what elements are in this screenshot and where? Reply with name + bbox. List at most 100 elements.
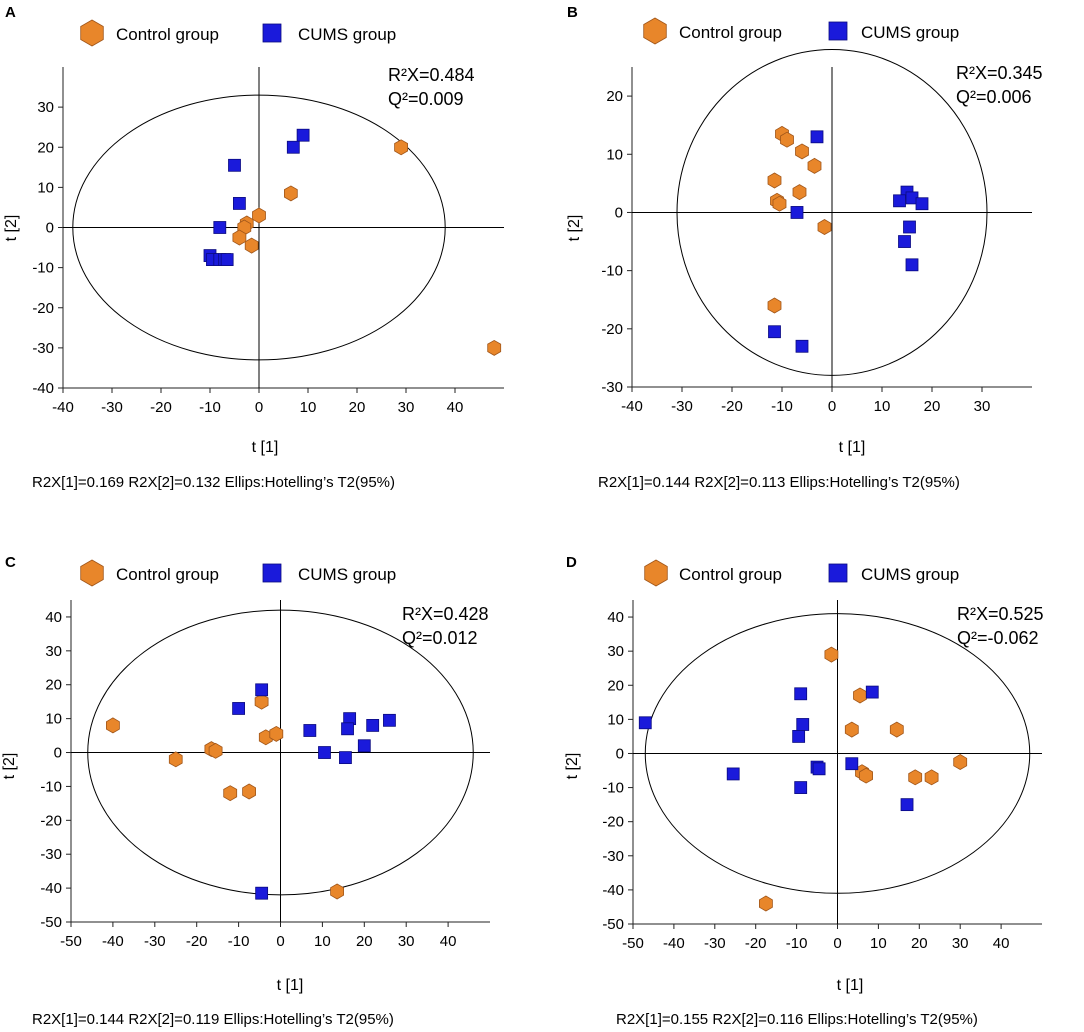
cums-point xyxy=(796,718,810,731)
legend-control-label: Control group xyxy=(116,25,219,44)
y-tick-label: 30 xyxy=(607,643,624,660)
panel-c-q2: Q²=0.012 xyxy=(402,628,478,648)
control-point xyxy=(168,751,183,768)
y-tick-label: 20 xyxy=(45,677,62,694)
panel-c-chart: C Control group CUMS group -50 -40 -30 -20-… xyxy=(1,554,490,1028)
legend-control-marker xyxy=(80,559,104,587)
x-tick-label: -30 xyxy=(144,933,166,950)
x-tick-label: 0 xyxy=(828,398,836,415)
y-tick-label: -10 xyxy=(602,780,624,797)
panel-d-letter: D xyxy=(566,554,577,571)
cums-point xyxy=(213,221,227,234)
panel-d-chart: D Control group CUMS group -50 -40 -30 -20-… xyxy=(564,554,1044,1028)
y-tick-label: 0 xyxy=(615,204,623,221)
panel-b-q2: Q²=0.006 xyxy=(956,87,1032,107)
legend-cums-square-icon xyxy=(828,563,848,583)
x-tick-label: 20 xyxy=(349,399,366,416)
x-tick-label: -40 xyxy=(102,933,124,950)
y-tick-label: -30 xyxy=(602,848,624,865)
y-tick-label: -20 xyxy=(40,812,62,829)
y-tick-label: -50 xyxy=(40,914,62,931)
cums-point xyxy=(790,206,804,219)
control-point xyxy=(232,229,247,246)
x-tick-label: 30 xyxy=(974,398,991,415)
panel-d-plot: -50 -40 -30 -20 -10 0 10 20 30 40 -50 -40 -30 -20 -10 0… xyxy=(602,600,1042,952)
control-point xyxy=(772,195,787,212)
panel-b-ylabel: t [2] xyxy=(566,215,583,242)
cums-point xyxy=(812,762,826,776)
control-point xyxy=(254,693,269,710)
control-point xyxy=(208,742,223,759)
panel-d-r2x: R²X=0.525 xyxy=(957,604,1044,624)
x-tick-label: 0 xyxy=(255,399,263,416)
cums-point xyxy=(286,140,300,154)
y-tick-label: -20 xyxy=(602,814,624,831)
control-point xyxy=(853,687,867,704)
cums-point xyxy=(255,886,269,900)
y-tick-label: -20 xyxy=(601,321,623,338)
panel-a: A Control group CUMS group -40 -30 -20 -10 0… xyxy=(0,0,542,516)
cums-point xyxy=(318,746,331,759)
y-tick-label: -10 xyxy=(40,778,62,795)
legend-control-hexagon-icon xyxy=(643,17,667,45)
cums-point xyxy=(339,751,352,765)
x-tick-label: 10 xyxy=(870,935,887,952)
panel-a-chart: A Control group CUMS group -40 -30 -20 -10 0… xyxy=(3,4,504,491)
control-point xyxy=(330,883,345,900)
y-tick-label: -10 xyxy=(601,263,623,280)
y-tick-label: 20 xyxy=(606,88,623,105)
legend-cums-label: CUMS group xyxy=(298,25,396,44)
x-tick-label: -20 xyxy=(721,398,743,415)
x-tick-label: -10 xyxy=(771,398,793,415)
panel-c-letter: C xyxy=(5,554,16,571)
cums-point xyxy=(232,702,246,715)
hotelling-ellipse xyxy=(72,94,446,361)
panel-a-r2x: R²X=0.484 xyxy=(388,65,475,85)
control-point xyxy=(807,157,822,174)
legend-cums-square-icon xyxy=(828,21,848,41)
y-tick-label: -40 xyxy=(32,380,54,397)
panel-b-r2x: R²X=0.345 xyxy=(956,63,1043,83)
control-point xyxy=(817,219,832,235)
cums-point xyxy=(255,683,269,697)
legend-cums-label: CUMS group xyxy=(861,565,959,584)
control-point xyxy=(908,769,923,786)
panel-c: C Control group CUMS group -50 -40 -30 -20-… xyxy=(0,516,542,1032)
legend-control-marker xyxy=(643,17,667,45)
control-point xyxy=(953,754,968,770)
legend-cums-square-icon xyxy=(262,23,282,43)
panel-c-r2x: R²X=0.428 xyxy=(402,604,489,624)
x-tick-label: -20 xyxy=(150,399,172,416)
control-point xyxy=(394,139,409,156)
legend-cums-label: CUMS group xyxy=(298,565,396,584)
cums-point xyxy=(303,724,317,737)
cums-point xyxy=(905,258,919,272)
cums-point xyxy=(794,687,808,701)
legend-control-label: Control group xyxy=(679,565,782,584)
y-tick-label: 40 xyxy=(607,609,624,626)
panel-b-letter: B xyxy=(567,4,578,21)
legend-cums-marker xyxy=(828,563,848,583)
x-tick-label: -20 xyxy=(745,935,767,952)
y-tick-label: 30 xyxy=(37,99,54,116)
legend-control-marker xyxy=(644,559,668,587)
control-point xyxy=(106,717,120,734)
panel-a-footer: R2X[1]=0.169 R2X[2]=0.132 Ellips:Hotelli… xyxy=(32,474,395,491)
y-tick-label: -20 xyxy=(32,300,54,317)
control-point xyxy=(924,769,939,786)
panel-b-xlabel: t [1] xyxy=(839,439,866,456)
panel-d-q2: Q²=-0.062 xyxy=(957,628,1039,648)
x-tick-label: -40 xyxy=(663,935,685,952)
cums-point xyxy=(900,798,914,812)
y-tick-label: 0 xyxy=(46,220,54,237)
legend-control-marker xyxy=(80,19,104,47)
panel-b: B Control group CUMS group -40 -30 -20 -10 0… xyxy=(542,0,1084,516)
y-tick-label: -30 xyxy=(32,340,54,357)
x-tick-label: 10 xyxy=(874,398,891,415)
panel-a-ylabel: t [2] xyxy=(3,215,20,242)
cums-point xyxy=(794,781,808,794)
legend-cums-label: CUMS group xyxy=(861,23,959,42)
control-point xyxy=(792,184,807,201)
control-point xyxy=(283,185,298,202)
legend-control-label: Control group xyxy=(679,23,782,42)
